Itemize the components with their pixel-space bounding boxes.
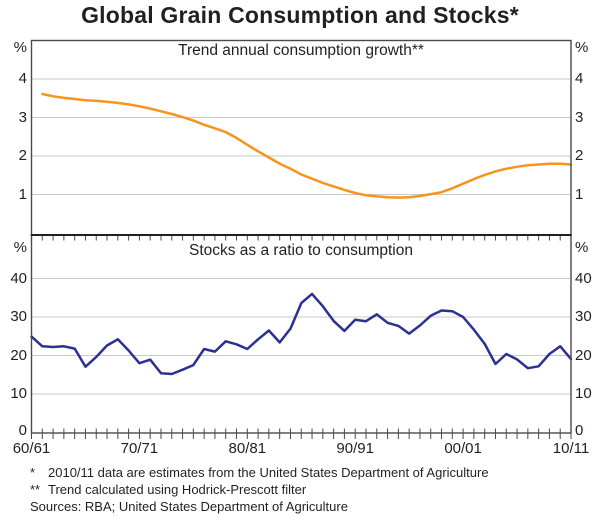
y-tick-label-left: 40 — [10, 269, 27, 287]
y-tick-label-right: 20 — [575, 346, 592, 364]
x-tick-label: 10/11 — [552, 440, 590, 457]
footnote-text: 2010/11 data are estimates from the Unit… — [48, 465, 489, 480]
y-tick-label-left: 4 — [18, 70, 27, 87]
footnote-marker: * — [30, 465, 36, 480]
y-tick-label-left: 1 — [18, 185, 27, 203]
y-tick-label-right: 10 — [575, 385, 592, 402]
y-tick-label-left: 10 — [10, 385, 27, 402]
panel-frame — [30, 39, 572, 434]
top-panel-title: Trend annual consumption growth** — [178, 42, 424, 59]
y-tick-label-left: 0 — [18, 421, 27, 439]
footnotes: * 2010/11 data are estimates from the Un… — [30, 464, 489, 498]
top-panel-unit-left: % — [13, 39, 27, 56]
trend-growth-line — [41, 92, 573, 199]
top-panel-unit-right: % — [575, 39, 589, 56]
footnote-marker: ** — [30, 482, 41, 497]
x-tick-label: 90/91 — [336, 440, 374, 457]
chart-title: Global Grain Consumption and Stocks* — [81, 2, 519, 28]
footnote-text: Trend calculated using Hodrick-Prescott … — [48, 482, 307, 497]
bottom-panel-unit-right: % — [575, 239, 589, 256]
footnote-line: ** Trend calculated using Hodrick-Presco… — [30, 481, 489, 498]
stocks-ratio-line — [30, 292, 573, 376]
y-tick-label-right: 3 — [575, 108, 584, 126]
y-tick-label-right: 30 — [575, 308, 592, 325]
x-tick-label: 70/71 — [120, 440, 159, 457]
y-tick-label-left: 3 — [18, 108, 27, 126]
x-tick-label: 60/61 — [12, 440, 51, 457]
y-tick-label-right: 2 — [575, 147, 584, 164]
sources-line: Sources: RBA; United States Department o… — [30, 499, 348, 514]
y-tick-label-right: 1 — [575, 185, 584, 203]
x-tick-label: 00/01 — [444, 440, 482, 457]
bottom-panel-unit-left: % — [13, 239, 27, 256]
y-tick-label-right: 0 — [575, 421, 584, 439]
y-tick-label-right: 4 — [575, 70, 584, 87]
y-tick-label-right: 40 — [575, 269, 592, 287]
y-tick-label-left: 20 — [10, 346, 27, 364]
y-tick-label-left: 30 — [10, 308, 27, 325]
bottom-panel-title: Stocks as a ratio to consumption — [188, 242, 413, 259]
x-tick-label: 80/81 — [228, 440, 267, 457]
y-tick-label-left: 2 — [18, 147, 27, 164]
footnote-line: * 2010/11 data are estimates from the Un… — [30, 464, 489, 481]
